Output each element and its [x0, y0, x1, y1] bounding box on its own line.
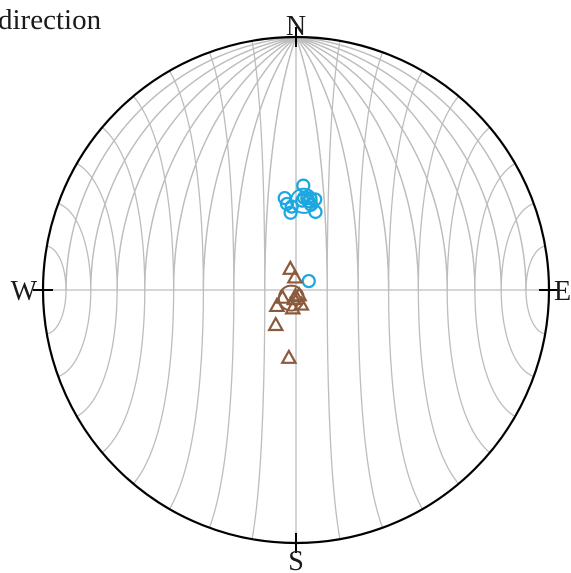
cardinal-ticks [33, 27, 559, 553]
series-1 [277, 178, 323, 289]
north-label: N [286, 11, 306, 42]
data-point-triangle [280, 348, 298, 364]
data-marks [267, 178, 323, 364]
data-point-circle [283, 205, 298, 220]
data-point-triangle [286, 268, 304, 284]
data-point-circle [301, 273, 316, 289]
south-label: S [288, 546, 304, 573]
data-point-circle [284, 199, 299, 214]
mean-direction [301, 198, 307, 203]
data-point-triangle [273, 288, 292, 304]
mean-direction [289, 295, 294, 301]
data-point-circle [277, 190, 292, 206]
data-point-triangle [281, 259, 299, 275]
west-label: W [11, 276, 38, 307]
data-point-triangle [268, 296, 286, 313]
series-2 [267, 259, 310, 364]
data-point-circle [303, 197, 319, 212]
data-point-circle [296, 178, 311, 193]
east-label: E [554, 276, 571, 307]
chart-title: direction [0, 4, 102, 36]
data-point-triangle [292, 295, 310, 311]
data-point-triangle [267, 315, 285, 332]
